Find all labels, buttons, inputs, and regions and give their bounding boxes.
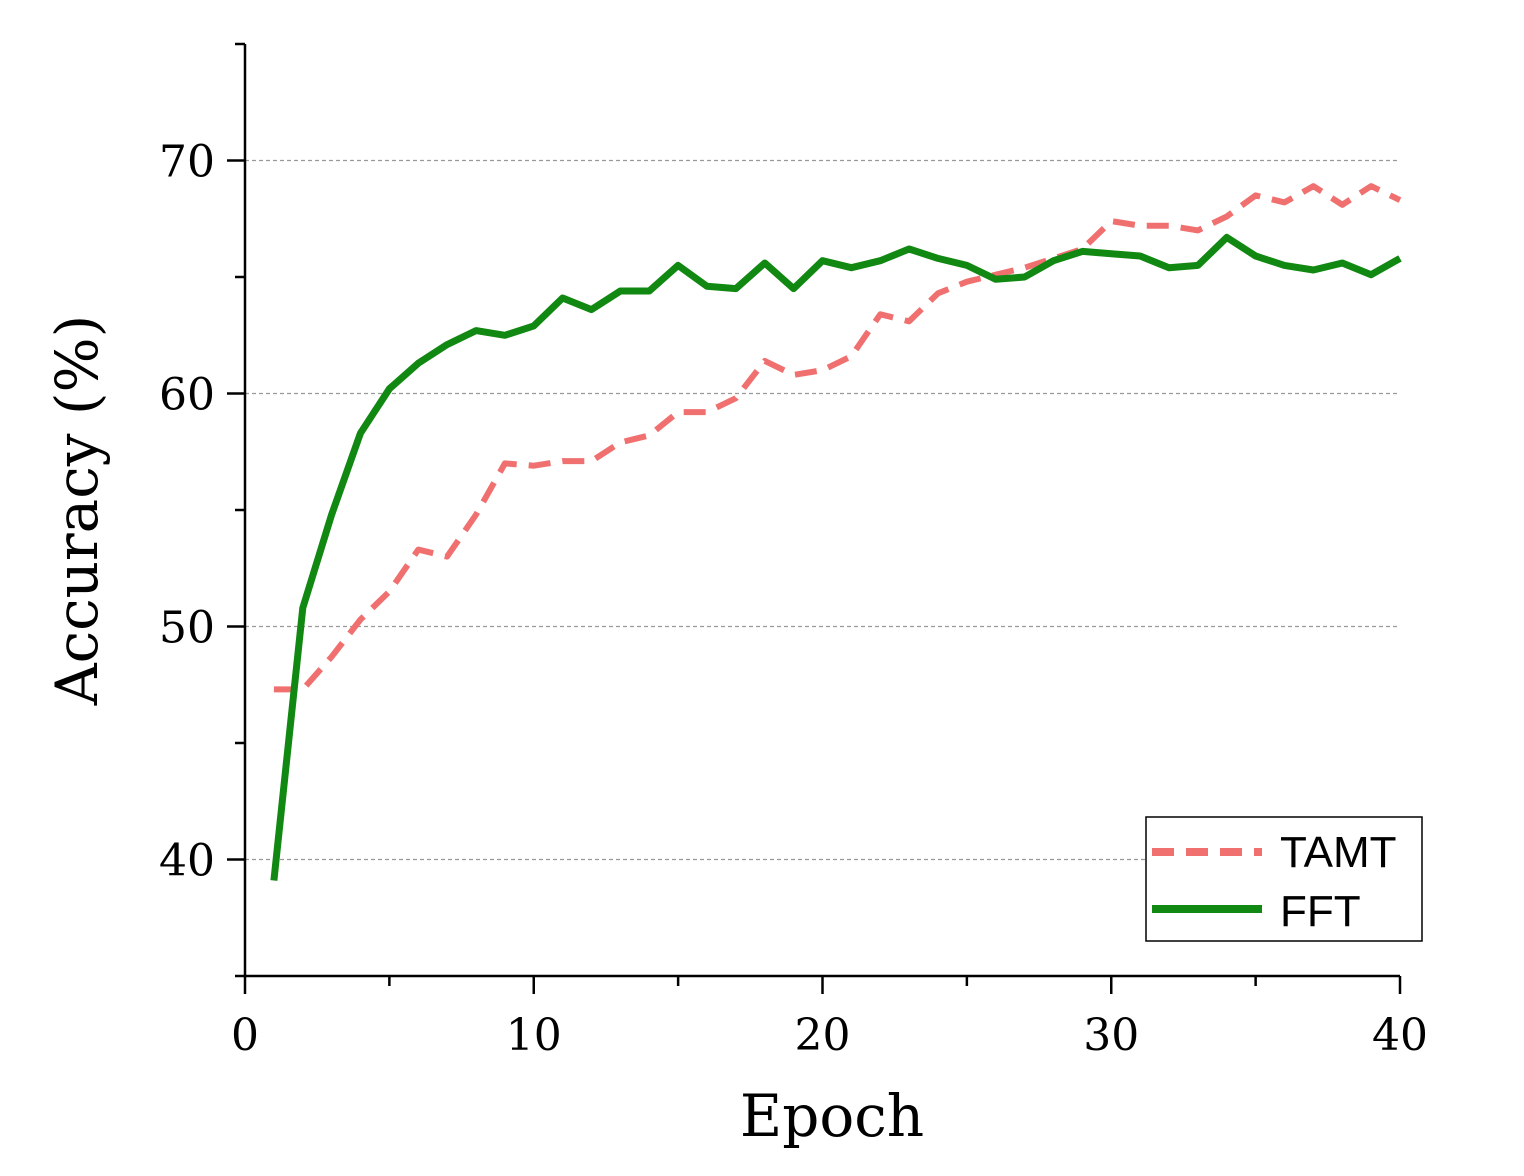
x-tick-label-30: 30 xyxy=(1083,1010,1139,1061)
tick-labels: 0 10 20 30 40 40 50 60 70 xyxy=(159,137,1428,1062)
x-tick-label-0: 0 xyxy=(231,1010,259,1061)
legend-label-fft: FFT xyxy=(1280,887,1361,936)
legend: TAMT FFT xyxy=(1145,816,1423,942)
legend-box xyxy=(1145,816,1423,942)
y-tick-label-50: 50 xyxy=(159,603,215,654)
x-tick-label-10: 10 xyxy=(506,1010,562,1061)
x-tick-label-40: 40 xyxy=(1372,1010,1428,1061)
y-tick-label-60: 60 xyxy=(159,370,215,421)
series-layer xyxy=(270,183,1402,881)
legend-label-tamt: TAMT xyxy=(1280,828,1397,877)
series-line-tamt xyxy=(273,183,1402,693)
y-axis-title: Accuracy (%) xyxy=(43,315,111,707)
ticks xyxy=(227,42,1402,994)
x-axis-title: Epoch xyxy=(740,1082,924,1150)
x-tick-label-20: 20 xyxy=(795,1010,851,1061)
y-tick-label-40: 40 xyxy=(159,836,215,887)
y-tick-label-70: 70 xyxy=(159,137,215,188)
series-line-fft xyxy=(270,233,1402,881)
